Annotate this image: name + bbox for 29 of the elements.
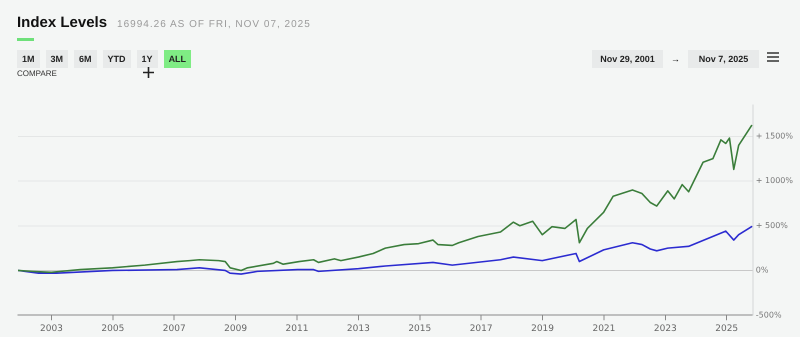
x-tick-label: 2009 — [224, 324, 248, 334]
text: Nov 29, 2001 — [592, 50, 663, 68]
text: 6M — [74, 50, 97, 68]
x-tick-label: 2017 — [470, 324, 493, 334]
x-tick-label: 2021 — [592, 324, 616, 334]
x-tick-label: 2023 — [654, 324, 677, 334]
text: ALL — [164, 50, 192, 68]
text: Nov 7, 2025 — [688, 50, 759, 68]
x-tick-label: 2015 — [408, 324, 432, 334]
x-tick-label: 2003 — [40, 324, 63, 334]
text: COMPARE — [17, 69, 57, 78]
x-tick-label: 2013 — [346, 324, 370, 334]
text: YTD — [102, 50, 131, 68]
x-tick-label: 2007 — [162, 324, 186, 334]
x-tick-label: 2005 — [101, 324, 124, 334]
text: 3M — [46, 50, 68, 68]
chart-subtitle: 16994.26 AS OF FRI, NOV 07, 2025 — [117, 19, 311, 30]
y-tick-label: + 1500% — [756, 131, 794, 140]
x-tick-label: 2019 — [531, 324, 554, 334]
chart-title: Index Levels — [17, 14, 108, 31]
x-tick-label: 2011 — [286, 324, 308, 334]
text: → — [671, 54, 680, 64]
text: 1M — [17, 50, 40, 68]
x-tick-label: 2025 — [715, 324, 738, 334]
y-tick-label: -500% — [756, 310, 782, 320]
y-tick-label: + 500% — [756, 220, 788, 230]
text: 1Y — [136, 50, 158, 68]
y-tick-label: 0% — [756, 266, 769, 275]
y-tick-label: + 1000% — [756, 176, 794, 186]
